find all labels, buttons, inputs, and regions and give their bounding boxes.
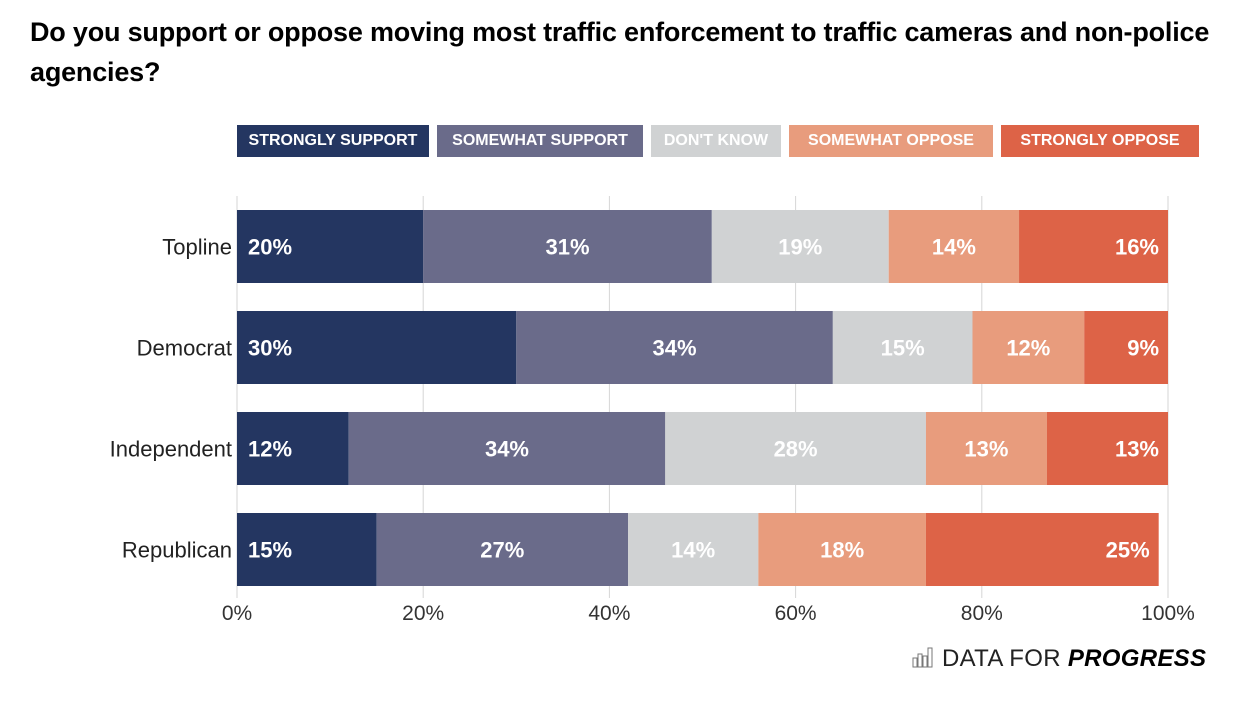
value-label-topline-somewhat-oppose: 14% <box>932 235 976 260</box>
x-tick-label: 100% <box>1141 602 1195 625</box>
value-label-republican-don-t-know: 14% <box>671 538 715 563</box>
bar-topline-strongly-support <box>237 210 424 283</box>
value-label-independent-somewhat-support: 34% <box>485 437 529 462</box>
category-label-democrat: Democrat <box>137 336 232 361</box>
value-label-democrat-don-t-know: 15% <box>881 336 925 361</box>
bar-democrat-somewhat-oppose <box>972 311 1085 384</box>
legend-item-strongly-oppose: STRONGLY OPPOSE <box>1001 125 1199 157</box>
brand-text-bold: PROGRESS <box>1067 645 1207 672</box>
bar-topline-don-t-know <box>711 210 889 283</box>
x-tick-label: 20% <box>402 602 444 625</box>
bar-republican-somewhat-oppose <box>758 513 926 586</box>
value-label-topline-somewhat-support: 31% <box>545 235 589 260</box>
bar-republican-don-t-know <box>628 513 759 586</box>
bar-independent-strongly-oppose <box>1046 412 1168 485</box>
bar-independent-somewhat-support <box>348 412 666 485</box>
value-label-topline-strongly-oppose: 16% <box>1115 235 1159 260</box>
bar-republican-strongly-oppose <box>925 513 1159 586</box>
category-label-topline: Topline <box>162 235 232 260</box>
bar-democrat-don-t-know <box>832 311 973 384</box>
category-label-independent: Independent <box>110 437 232 462</box>
value-label-independent-strongly-support: 12% <box>248 437 292 462</box>
value-label-republican-strongly-support: 15% <box>248 538 292 563</box>
bar-topline-strongly-oppose <box>1019 210 1168 283</box>
legend-item-strongly-support: STRONGLY SUPPORT <box>237 125 429 157</box>
bar-topline-somewhat-oppose <box>888 210 1020 283</box>
value-labels: 20% 31% 19% 14% 16% 30% 34% 15% 12% 9% 12% 34% 28% 13… <box>248 235 1159 563</box>
bar-independent-somewhat-oppose <box>925 412 1047 485</box>
x-tick-label: 0% <box>222 602 252 625</box>
legend-item-somewhat-support: SOMEWHAT SUPPORT <box>437 125 643 157</box>
category-labels: Topline Democrat Independent Republican <box>110 235 232 563</box>
bars <box>237 210 1168 586</box>
value-label-democrat-strongly-oppose: 9% <box>1127 336 1159 361</box>
bar-republican-somewhat-support <box>376 513 629 586</box>
value-label-democrat-somewhat-support: 34% <box>653 336 697 361</box>
legend-item-dont-know: DON'T KNOW <box>651 125 781 157</box>
bar-chart-icon <box>912 646 934 673</box>
value-label-democrat-strongly-support: 30% <box>248 336 292 361</box>
bar-topline-somewhat-support <box>423 210 712 283</box>
brand-text-light: DATA FOR <box>942 645 1068 672</box>
x-tick-label: 60% <box>775 602 817 625</box>
value-label-republican-strongly-oppose: 25% <box>1106 538 1150 563</box>
category-label-republican: Republican <box>122 538 232 563</box>
bar-democrat-strongly-oppose <box>1084 311 1168 384</box>
legend-item-somewhat-oppose: SOMEWHAT OPPOSE <box>789 125 993 157</box>
bar-independent-strongly-support <box>237 412 349 485</box>
bar-republican-strongly-support <box>237 513 377 586</box>
bar-democrat-strongly-support <box>237 311 517 384</box>
value-label-democrat-somewhat-oppose: 12% <box>1006 336 1050 361</box>
value-label-topline-don-t-know: 19% <box>778 235 822 260</box>
value-label-topline-strongly-support: 20% <box>248 235 292 260</box>
bar-independent-don-t-know <box>665 412 926 485</box>
value-label-republican-somewhat-oppose: 18% <box>820 538 864 563</box>
brand-logo: DATA FOR PROGRESS <box>912 644 1206 674</box>
x-tick-label: 40% <box>588 602 630 625</box>
value-label-republican-somewhat-support: 27% <box>480 538 524 563</box>
brand-text: DATA FOR PROGRESS <box>942 645 1206 673</box>
x-tick-label: 80% <box>961 602 1003 625</box>
value-label-independent-strongly-oppose: 13% <box>1115 437 1159 462</box>
x-axis-ticks: 0% 20% 40% 60% 80% 100% <box>222 602 1195 625</box>
bar-democrat-somewhat-support <box>516 311 833 384</box>
chart-title: Do you support or oppose moving most tra… <box>30 17 1210 87</box>
value-label-independent-don-t-know: 28% <box>774 437 818 462</box>
value-label-independent-somewhat-oppose: 13% <box>964 437 1008 462</box>
legend: STRONGLY SUPPORT SOMEWHAT SUPPORT DON'T … <box>237 125 1199 157</box>
